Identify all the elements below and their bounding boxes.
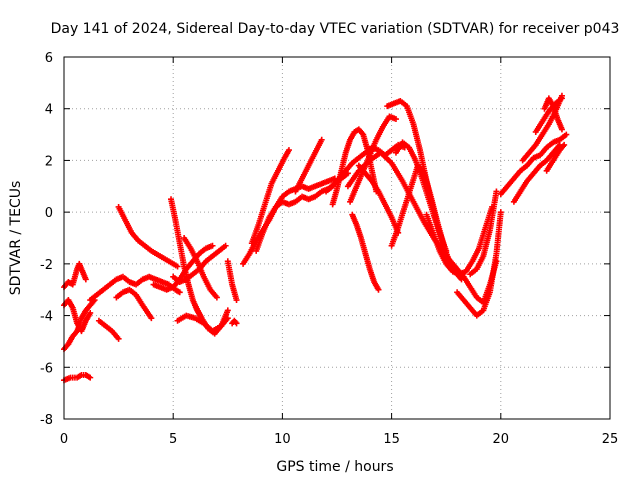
series-track-34: [497, 131, 570, 198]
series-track-15: [224, 258, 240, 304]
series-track-03: [61, 297, 94, 335]
data-point: [224, 307, 231, 314]
data-point: [375, 286, 382, 293]
data-point: [563, 131, 570, 138]
y-tick-label: 6: [45, 51, 53, 66]
x-tick-label: 25: [602, 432, 619, 447]
series-track-07: [113, 286, 155, 322]
x-tick-label: 20: [493, 432, 510, 447]
series-track-01: [61, 372, 94, 384]
data-point: [176, 289, 183, 296]
series-track-22: [329, 126, 380, 208]
y-axis-label: SDTVAR / TECUs: [8, 181, 24, 296]
series-track-25: [355, 162, 402, 236]
series-track-06: [87, 273, 183, 304]
x-tick-label: 0: [60, 432, 68, 447]
series-track-11: [170, 242, 229, 285]
data-point: [285, 147, 292, 154]
series-track-08: [115, 203, 181, 270]
data-point: [174, 263, 181, 270]
data-points: [61, 92, 570, 384]
x-axis-label: GPS time / hours: [276, 459, 393, 475]
series-track-13: [181, 235, 220, 301]
data-point: [493, 188, 500, 195]
data-point: [318, 136, 325, 143]
y-tick-label: -2: [40, 258, 53, 273]
data-point: [233, 320, 240, 327]
series-track-38: [541, 95, 565, 133]
data-point: [222, 242, 229, 249]
data-point: [233, 297, 240, 304]
data-point: [497, 209, 504, 216]
x-tick-label: 5: [169, 432, 177, 447]
x-tick-label: 15: [383, 432, 400, 447]
series-track-18: [248, 147, 292, 247]
series-track-20: [292, 136, 325, 195]
data-point: [213, 294, 220, 301]
data-point: [115, 335, 122, 342]
axis-ticks: 0 5 10 15 20 25 -8 -6 -4 -2 0 2 4 6: [40, 51, 618, 447]
data-point: [558, 95, 565, 102]
y-tick-label: 0: [45, 206, 53, 221]
series-track-05: [95, 317, 122, 342]
series-track-23: [347, 113, 399, 205]
series-track-36: [519, 92, 565, 164]
y-tick-label: 4: [45, 103, 53, 118]
y-tick-label: 2: [45, 154, 53, 169]
series-track-29: [388, 162, 448, 249]
series-track-14: [192, 302, 231, 337]
data-point: [561, 141, 568, 148]
data-point: [87, 374, 94, 381]
data-point: [441, 242, 448, 249]
series-track-21: [323, 141, 408, 195]
series-track-16: [229, 317, 240, 327]
data-point: [209, 242, 216, 249]
series-track-31: [441, 250, 500, 306]
grid-layer: [64, 57, 610, 419]
y-tick-label: -6: [40, 361, 53, 376]
data-point: [87, 309, 94, 316]
plot-frame: [63, 56, 611, 420]
series-track-30: [423, 203, 496, 278]
data-point: [148, 315, 155, 322]
series-track-04: [61, 260, 89, 291]
y-tick-label: -4: [40, 310, 53, 325]
series-track-24: [349, 211, 382, 293]
series-track-33: [467, 188, 500, 278]
chart-title: Day 141 of 2024, Sidereal Day-to-day VTE…: [51, 21, 620, 37]
data-point: [558, 126, 565, 133]
series-track-39: [543, 141, 568, 174]
x-tick-label: 10: [274, 432, 291, 447]
data-point: [392, 116, 399, 123]
series-track-32: [454, 209, 504, 319]
y-tick-label: -8: [40, 413, 53, 428]
data-point: [82, 276, 89, 283]
